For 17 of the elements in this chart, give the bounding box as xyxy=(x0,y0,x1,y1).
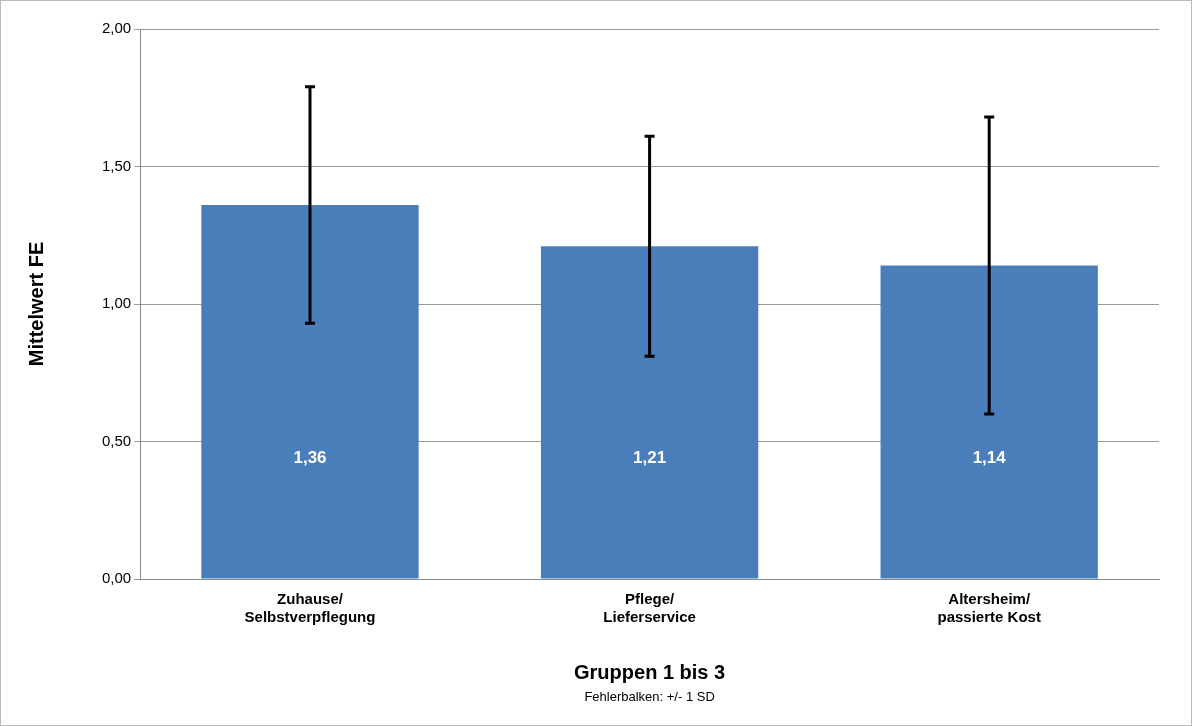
x-tick-label: Pflege/ Lieferservice xyxy=(603,590,696,626)
data-label: 1,14 xyxy=(972,448,1007,468)
data-label: 1,21 xyxy=(633,448,667,468)
bar xyxy=(880,265,1098,579)
y-tick-label: 0,50 xyxy=(101,431,132,449)
y-tick-label: 2,00 xyxy=(101,19,132,37)
bar xyxy=(201,205,419,579)
text: Fehlerbalken: +/- 1 SD xyxy=(584,689,715,704)
y-tick-label: 1,00 xyxy=(101,294,132,312)
y-tick-label: 0,00 xyxy=(101,569,132,587)
data-label: 1,36 xyxy=(293,448,327,468)
x-axis-title: Gruppen 1 bis 3 xyxy=(574,660,726,683)
x-tick-label: Altersheim/ passierte Kost xyxy=(937,590,1041,626)
y-tick-label: 1,50 xyxy=(101,156,132,174)
y-axis-title: Mittelwert FE xyxy=(24,241,47,367)
x-tick-label: Zuhause/ Selbstverpflegung xyxy=(244,590,376,626)
bar xyxy=(540,246,759,579)
